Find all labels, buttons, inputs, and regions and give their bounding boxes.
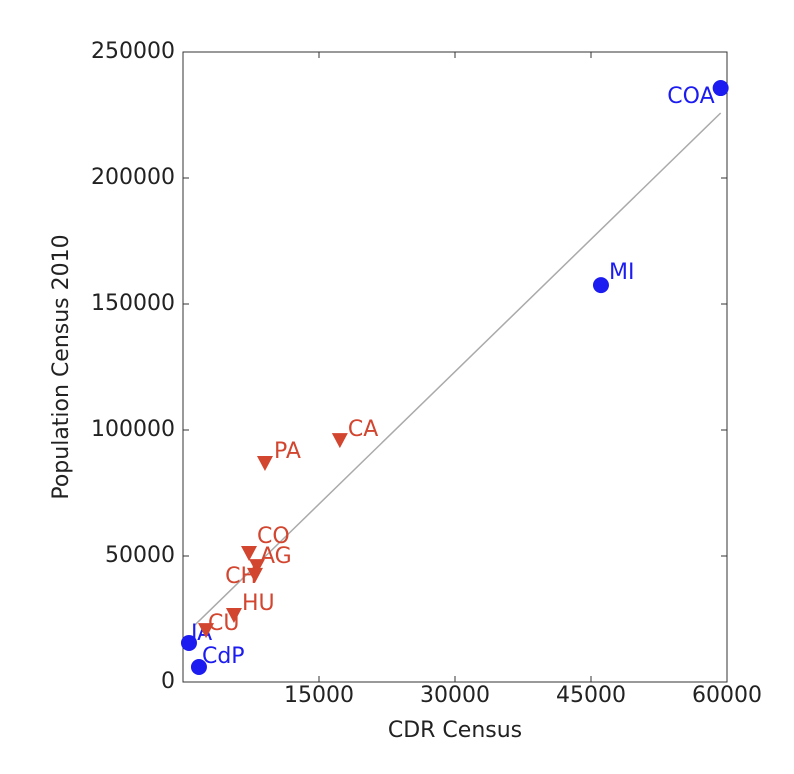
x-tick-label: 30000 [420, 683, 490, 708]
point-label: CH [225, 564, 257, 589]
point-label: CdP [202, 644, 245, 669]
point-label: AG [260, 544, 292, 569]
point [180, 634, 197, 651]
fit-line [194, 112, 722, 626]
point-label: CA [348, 417, 378, 442]
point [592, 277, 609, 294]
x-tick-label: 60000 [692, 683, 762, 708]
x-tick-label: 45000 [556, 683, 626, 708]
point-label: CU [208, 611, 239, 636]
point [248, 559, 265, 575]
point-label: HU [242, 591, 275, 616]
point-label: PA [274, 439, 301, 464]
point [256, 456, 273, 472]
y-tick-label: 0 [161, 669, 175, 694]
point [712, 80, 729, 97]
y-axis-label: Population Census 2010 [49, 234, 74, 499]
y-tick-label: 100000 [91, 417, 175, 442]
y-tick-label: 200000 [91, 165, 175, 190]
point-label: COA [667, 84, 714, 109]
point [246, 567, 263, 583]
point [190, 659, 207, 676]
point-label: MI [609, 260, 634, 285]
x-tick-label: 15000 [284, 683, 354, 708]
point-label: CO [257, 524, 290, 549]
x-axis-label: CDR Census [388, 718, 522, 743]
point [241, 545, 258, 561]
y-tick-label: 150000 [91, 291, 175, 316]
plot-frame [182, 51, 728, 683]
y-tick-label: 50000 [105, 543, 175, 568]
y-tick-label: 250000 [91, 39, 175, 64]
point [225, 607, 242, 623]
point [331, 433, 348, 449]
point [198, 623, 215, 639]
